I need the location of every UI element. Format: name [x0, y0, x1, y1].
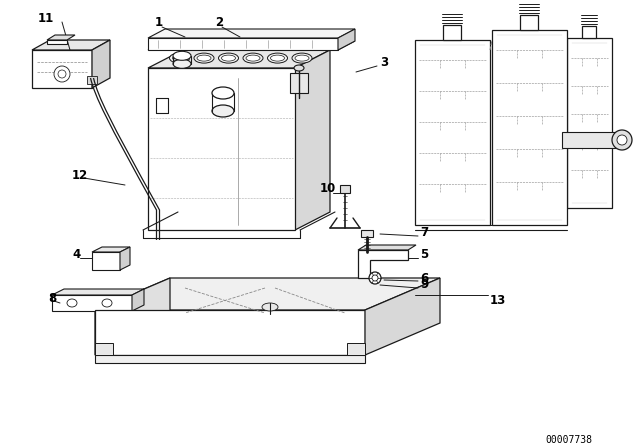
Text: 12: 12: [72, 168, 88, 181]
Polygon shape: [47, 40, 67, 44]
Polygon shape: [95, 310, 365, 355]
Polygon shape: [492, 30, 567, 225]
Text: 00007738: 00007738: [545, 435, 592, 445]
Polygon shape: [132, 289, 144, 311]
Ellipse shape: [262, 303, 278, 311]
Polygon shape: [520, 15, 538, 30]
Polygon shape: [47, 35, 75, 40]
Ellipse shape: [243, 53, 263, 63]
Ellipse shape: [295, 55, 309, 61]
Polygon shape: [148, 41, 355, 50]
Polygon shape: [361, 230, 373, 237]
Polygon shape: [562, 132, 617, 148]
Text: 2: 2: [215, 16, 223, 29]
Ellipse shape: [197, 55, 211, 61]
Polygon shape: [52, 289, 144, 295]
Ellipse shape: [218, 53, 239, 63]
Ellipse shape: [212, 87, 234, 99]
Polygon shape: [148, 29, 355, 38]
Polygon shape: [358, 245, 416, 250]
Polygon shape: [415, 40, 490, 225]
Polygon shape: [32, 40, 110, 50]
Polygon shape: [567, 38, 612, 208]
Polygon shape: [95, 355, 365, 363]
Text: 9: 9: [420, 279, 428, 292]
Polygon shape: [95, 343, 113, 355]
Polygon shape: [295, 50, 330, 230]
Ellipse shape: [58, 70, 66, 78]
Polygon shape: [148, 68, 295, 230]
Polygon shape: [443, 25, 461, 40]
Polygon shape: [338, 29, 355, 50]
Ellipse shape: [173, 52, 191, 60]
Polygon shape: [52, 295, 132, 311]
Ellipse shape: [170, 53, 189, 63]
Ellipse shape: [173, 55, 186, 61]
Ellipse shape: [271, 55, 285, 61]
Ellipse shape: [173, 59, 191, 68]
Polygon shape: [95, 278, 170, 355]
Ellipse shape: [221, 55, 236, 61]
Polygon shape: [340, 185, 350, 193]
Polygon shape: [358, 250, 408, 278]
Polygon shape: [148, 50, 330, 68]
Ellipse shape: [102, 299, 112, 307]
Text: 10: 10: [320, 181, 336, 194]
Polygon shape: [582, 26, 596, 38]
Ellipse shape: [268, 53, 287, 63]
Polygon shape: [92, 252, 120, 270]
Polygon shape: [148, 38, 338, 50]
Ellipse shape: [212, 105, 234, 117]
Polygon shape: [290, 73, 308, 93]
Text: 1: 1: [155, 16, 163, 29]
Ellipse shape: [194, 53, 214, 63]
Text: 6: 6: [420, 271, 428, 284]
Ellipse shape: [294, 65, 304, 71]
Text: 13: 13: [490, 293, 506, 306]
Polygon shape: [32, 50, 92, 88]
Ellipse shape: [617, 135, 627, 145]
Polygon shape: [87, 76, 97, 84]
Polygon shape: [120, 247, 130, 270]
Ellipse shape: [612, 130, 632, 150]
Polygon shape: [347, 343, 365, 355]
Ellipse shape: [372, 275, 378, 281]
Ellipse shape: [246, 55, 260, 61]
Text: 11: 11: [38, 12, 54, 25]
Polygon shape: [365, 278, 440, 355]
Text: 7: 7: [420, 225, 428, 238]
Text: 4: 4: [72, 249, 80, 262]
Text: 8: 8: [48, 292, 56, 305]
Text: 5: 5: [420, 249, 428, 262]
Polygon shape: [95, 278, 440, 310]
Ellipse shape: [54, 66, 70, 82]
Text: 3: 3: [380, 56, 388, 69]
Ellipse shape: [369, 272, 381, 284]
Polygon shape: [92, 40, 110, 88]
Ellipse shape: [292, 53, 312, 63]
Ellipse shape: [67, 299, 77, 307]
Polygon shape: [92, 247, 130, 252]
